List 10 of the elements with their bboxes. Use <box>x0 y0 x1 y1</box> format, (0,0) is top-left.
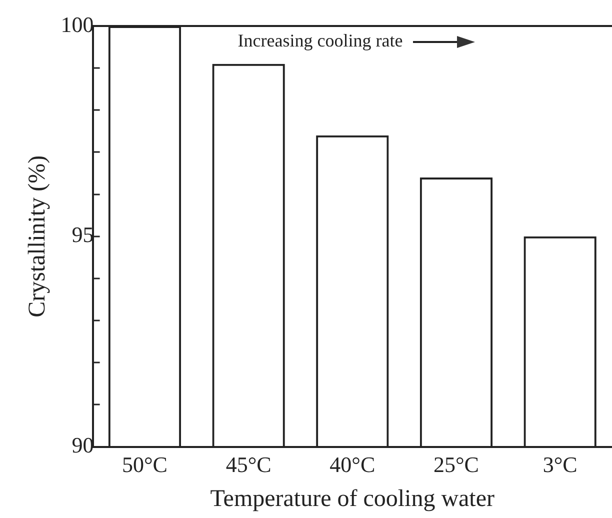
x-tick-label: 40°C <box>330 452 376 477</box>
x-tick-label: 25°C <box>434 452 479 477</box>
annotation: Increasing cooling rate <box>238 30 403 51</box>
x-tick-label: 45°C <box>226 452 272 477</box>
y-axis-title: Crystallinity (%) <box>24 155 51 318</box>
y-tick-label: 95 <box>72 222 94 248</box>
y-tick-label: 100 <box>60 12 94 37</box>
x-tick-label: 50°C <box>122 452 168 477</box>
x-tick-label: 3°C <box>542 452 578 477</box>
x-axis-title: Temperature of cooling water <box>210 486 494 512</box>
